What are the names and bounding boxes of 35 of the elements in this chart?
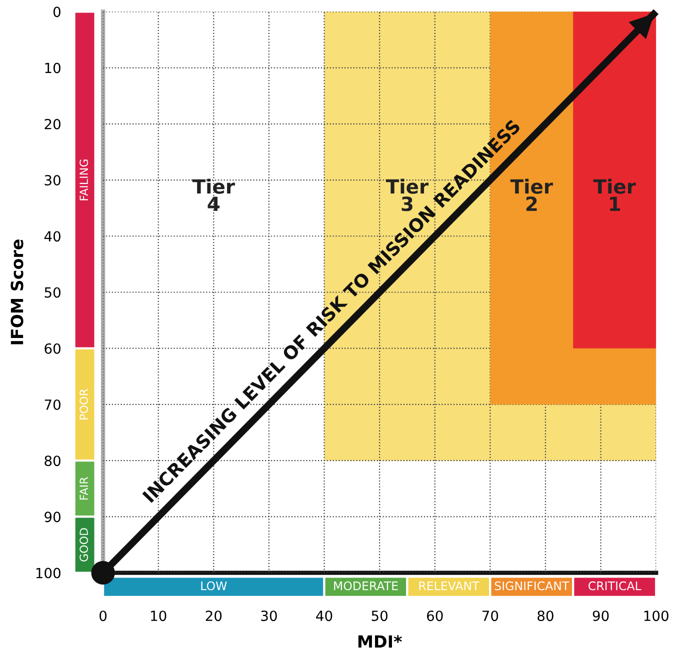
x-tick-label: 20: [206, 610, 222, 622]
text: CRITICAL: [588, 581, 642, 590]
x-tick-label: 90: [592, 610, 609, 622]
y-tick-label: 90: [44, 512, 60, 522]
y-axis-title: IFOM Score: [10, 240, 24, 344]
x-tick-label: 100: [644, 610, 668, 622]
y-tick-label: 0: [53, 6, 60, 18]
x-tick-label: 50: [372, 610, 388, 622]
y-tick-label: 50: [44, 287, 60, 298]
y-tick-label: 40: [44, 231, 60, 242]
x-tick-label: 40: [316, 610, 332, 622]
y-tick-label: 70: [44, 399, 60, 410]
text: MODERATE: [334, 581, 398, 590]
annotation: Tier 1: [593, 178, 636, 211]
x-tick-label: 0: [100, 610, 107, 622]
y-tick-label: 100: [36, 568, 60, 578]
y-tick-label: 80: [44, 456, 60, 466]
y-tick-label: 10: [45, 62, 60, 74]
annotation: Tier 4: [192, 178, 235, 211]
x-tick-label: 30: [261, 610, 277, 622]
x-tick-label: 80: [538, 610, 554, 622]
text: GOOD: [80, 528, 88, 562]
x-axis-title: MDI*: [358, 635, 402, 648]
y-tick-label: 60: [44, 343, 60, 354]
text: FAIR: [80, 476, 88, 500]
x-tick-label: 60: [427, 610, 443, 622]
text: RELEVANT: [419, 582, 480, 590]
y-tick-label: 20: [44, 118, 60, 130]
x-tick-label: 70: [482, 610, 498, 622]
text: LOW: [201, 581, 227, 590]
text: FAILING: [80, 160, 88, 200]
y-tick-label: 30: [44, 174, 60, 186]
text: POOR: [80, 388, 88, 420]
text: SIGNIFICANT: [494, 581, 570, 590]
x-tick-label: 10: [151, 610, 166, 622]
